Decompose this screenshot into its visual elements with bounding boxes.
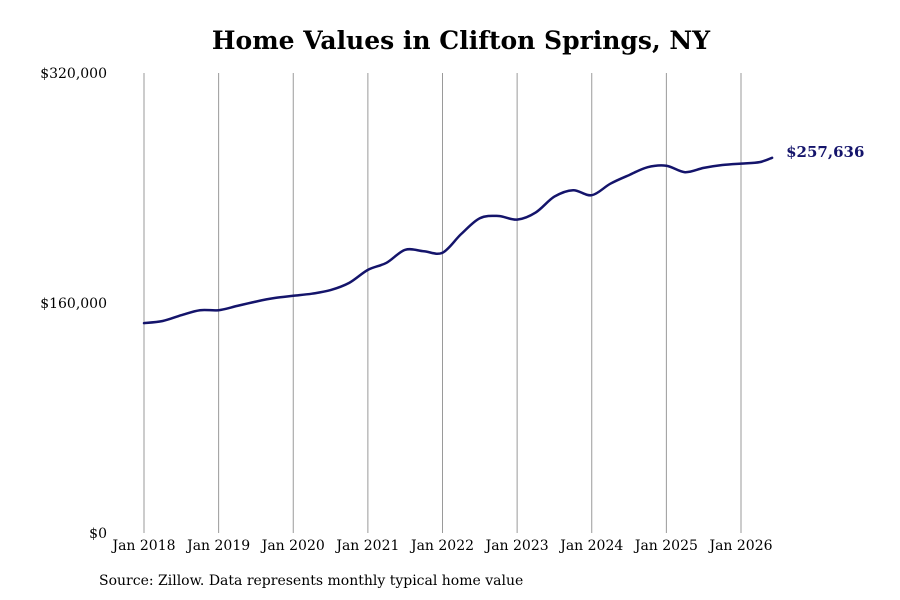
x-tick-label: Jan 2023 [484,538,549,554]
x-tick-label: Jan 2026 [707,538,772,554]
y-tick-label: $160,000 [40,296,107,312]
series-line [142,156,774,325]
y-tick-label: $0 [89,526,107,542]
end-value-label: $257,636 [786,143,864,161]
source-note: Source: Zillow. Data represents monthly … [99,573,524,589]
x-tick-label: Jan 2025 [633,538,698,554]
x-tick-label: Jan 2018 [110,538,175,554]
x-tick-label: Jan 2024 [558,538,623,554]
x-tick-label: Jan 2020 [260,538,325,554]
x-tick-label: Jan 2022 [409,538,474,554]
y-tick-label: $320,000 [40,66,107,82]
x-tick-label: Jan 2021 [334,538,399,554]
x-tick-label: Jan 2019 [185,538,250,554]
chart-title: Home Values in Clifton Springs, NY [211,26,711,55]
